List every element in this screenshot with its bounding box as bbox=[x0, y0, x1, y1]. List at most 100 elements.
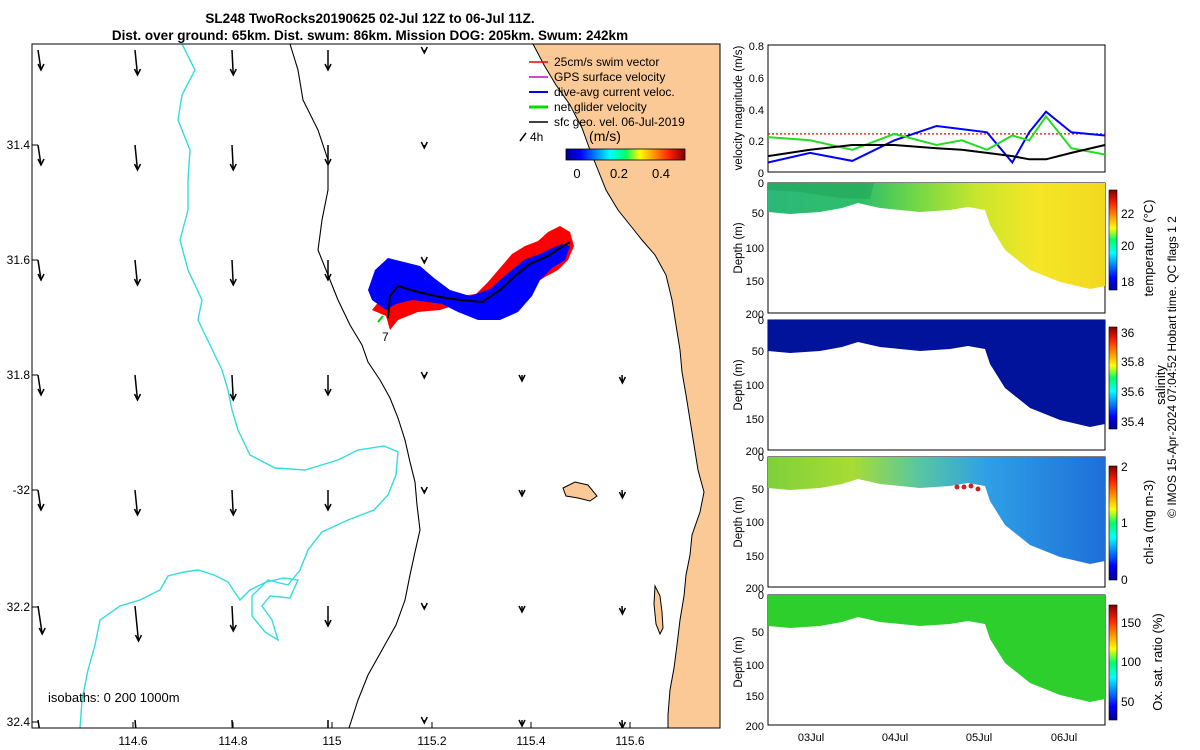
geo-arrow bbox=[134, 374, 139, 401]
time-tick: 03Jul bbox=[798, 732, 824, 744]
chl-ytick: 0 bbox=[758, 452, 764, 464]
map-xtick: 114.8 bbox=[218, 734, 247, 748]
chl-ytick: 100 bbox=[746, 517, 764, 529]
chl-cbar-tick: 2 bbox=[1121, 460, 1128, 474]
ox-cbar-tick: 100 bbox=[1121, 655, 1141, 669]
velocity-series bbox=[767, 110, 1106, 165]
map-legend: 25cm/s swim vector GPS surface velocity … bbox=[519, 55, 686, 181]
geo-arrow-head bbox=[518, 605, 526, 614]
temp-ytick: 0 bbox=[758, 178, 764, 190]
geo-arrow-head bbox=[37, 273, 45, 282]
geo-arrow bbox=[37, 374, 42, 396]
geo-arrow-head bbox=[229, 624, 237, 633]
title-line-2: Dist. over ground: 65km. Dist. swum: 86k… bbox=[111, 28, 629, 43]
geo-arrow-head bbox=[133, 68, 142, 77]
geo-arrow bbox=[231, 49, 234, 76]
ox-ylabel: Depth (m) bbox=[733, 636, 745, 687]
ox-ytick: 0 bbox=[758, 590, 764, 602]
footer-credit-wrap: © IMOS 15-Apr-2024 07:04:52 Hobart time.… bbox=[1160, 216, 1184, 518]
geo-arrow-head bbox=[39, 742, 45, 748]
geo-arrow bbox=[134, 489, 139, 516]
geo-arrow bbox=[134, 259, 139, 286]
geo-arrow-head bbox=[420, 141, 428, 150]
geo-arrow-head bbox=[133, 163, 142, 172]
geo-arrow-head bbox=[229, 163, 237, 172]
temperature-section: 22 20 18 temperature (°C) 0 50 100 150 2… bbox=[733, 178, 1156, 321]
sal-ytick: 100 bbox=[746, 380, 764, 392]
colorbar-tick: 0 bbox=[573, 166, 580, 181]
map-ytick: -32 bbox=[13, 483, 31, 497]
geo-arrow-head bbox=[37, 503, 45, 512]
temp-section-fill bbox=[768, 183, 1105, 289]
sal-section-fill bbox=[768, 320, 1105, 427]
sal-colorbar bbox=[1108, 326, 1118, 430]
sal-ytick: 0 bbox=[758, 315, 764, 327]
geo-arrow-head bbox=[38, 627, 46, 636]
legend-item-dive-avg-current: dive-avg current veloc. bbox=[529, 85, 675, 99]
temp-ylabel: Depth (m) bbox=[733, 222, 745, 273]
speed-colorbar bbox=[565, 148, 686, 161]
geo-arrow bbox=[231, 259, 234, 286]
temp-surface-layer bbox=[768, 183, 874, 199]
map-ytick: 32.4 bbox=[7, 715, 31, 729]
geo-arrow-head bbox=[324, 388, 332, 397]
sal-cbar-label: salinity bbox=[1153, 365, 1168, 405]
geo-arrow-head bbox=[37, 63, 45, 72]
vel-ytick: 0.4 bbox=[749, 105, 764, 117]
geo-arrow-head bbox=[324, 503, 332, 512]
time-tick: 06Jul bbox=[1051, 732, 1077, 744]
series-line-sfc-geo-velocity bbox=[767, 144, 1106, 161]
geo-arrow bbox=[134, 719, 137, 728]
geo-arrow bbox=[231, 719, 234, 728]
map-xtick: 115 bbox=[322, 734, 341, 748]
geo-arrow-head bbox=[229, 278, 237, 287]
legend-item-net-glider-velocity: net glider velocity bbox=[529, 100, 647, 114]
geo-arrow-head bbox=[618, 607, 627, 616]
geo-arrow-head bbox=[324, 158, 332, 167]
sal-cbar-tick: 35.6 bbox=[1121, 385, 1145, 399]
geo-arrow bbox=[134, 144, 139, 171]
geo-arrow-head bbox=[518, 719, 526, 728]
geo-arrow-head bbox=[420, 716, 428, 725]
sal-cbar-tick: 36 bbox=[1121, 326, 1135, 340]
geo-arrow bbox=[37, 259, 42, 281]
chl-ytick: 150 bbox=[746, 551, 764, 563]
glider-swim-ribbon bbox=[372, 226, 574, 330]
geo-arrow bbox=[134, 49, 139, 76]
map-panel: 7 isobaths: 0 200 1000m 114.6 114.8 115 … bbox=[7, 43, 721, 748]
geo-arrow-head bbox=[133, 278, 142, 287]
legend-item-gps-velocity: GPS surface velocity bbox=[529, 70, 665, 84]
legend-label: GPS surface velocity bbox=[554, 70, 665, 84]
geo-arrow bbox=[37, 719, 40, 728]
scale-label: 4h bbox=[530, 130, 543, 144]
ox-cbar-label: Ox. sat. ratio (%) bbox=[1150, 613, 1165, 711]
chl-cbar-tick: 0 bbox=[1121, 573, 1128, 587]
rottnest-island bbox=[562, 481, 598, 502]
sal-ylabel: Depth (m) bbox=[733, 359, 745, 410]
ox-cbar-tick: 150 bbox=[1121, 616, 1141, 630]
temp-cbar-label: temperature (°C) bbox=[1141, 200, 1156, 297]
geo-arrow-head bbox=[420, 371, 428, 380]
geo-arrow bbox=[231, 374, 234, 401]
geo-arrow-head bbox=[37, 158, 45, 167]
legend-item-swim-vector: 25cm/s swim vector bbox=[529, 55, 659, 69]
geo-arrow bbox=[134, 605, 140, 642]
map-ytick: 31.4 bbox=[7, 138, 31, 152]
temp-ytick: 150 bbox=[746, 276, 764, 288]
sal-ytick: 50 bbox=[752, 346, 764, 358]
chl-section-fill bbox=[768, 457, 1105, 564]
geo-arrow bbox=[37, 49, 42, 71]
geo-arrow-head bbox=[420, 602, 428, 611]
legend-label: net glider velocity bbox=[554, 100, 647, 114]
geo-arrow-head bbox=[324, 273, 332, 282]
geo-arrow bbox=[37, 605, 43, 635]
geo-velocity-arrows bbox=[37, 46, 627, 748]
coastline-land bbox=[533, 44, 720, 728]
geo-arrow-head bbox=[134, 634, 143, 643]
map-ytick: 31.6 bbox=[7, 253, 31, 267]
sal-ytick: 200 bbox=[746, 446, 764, 458]
series-line-dive-avg-current bbox=[767, 110, 1106, 165]
chl-ytick: 200 bbox=[746, 583, 764, 595]
geo-arrow-head bbox=[420, 256, 428, 265]
